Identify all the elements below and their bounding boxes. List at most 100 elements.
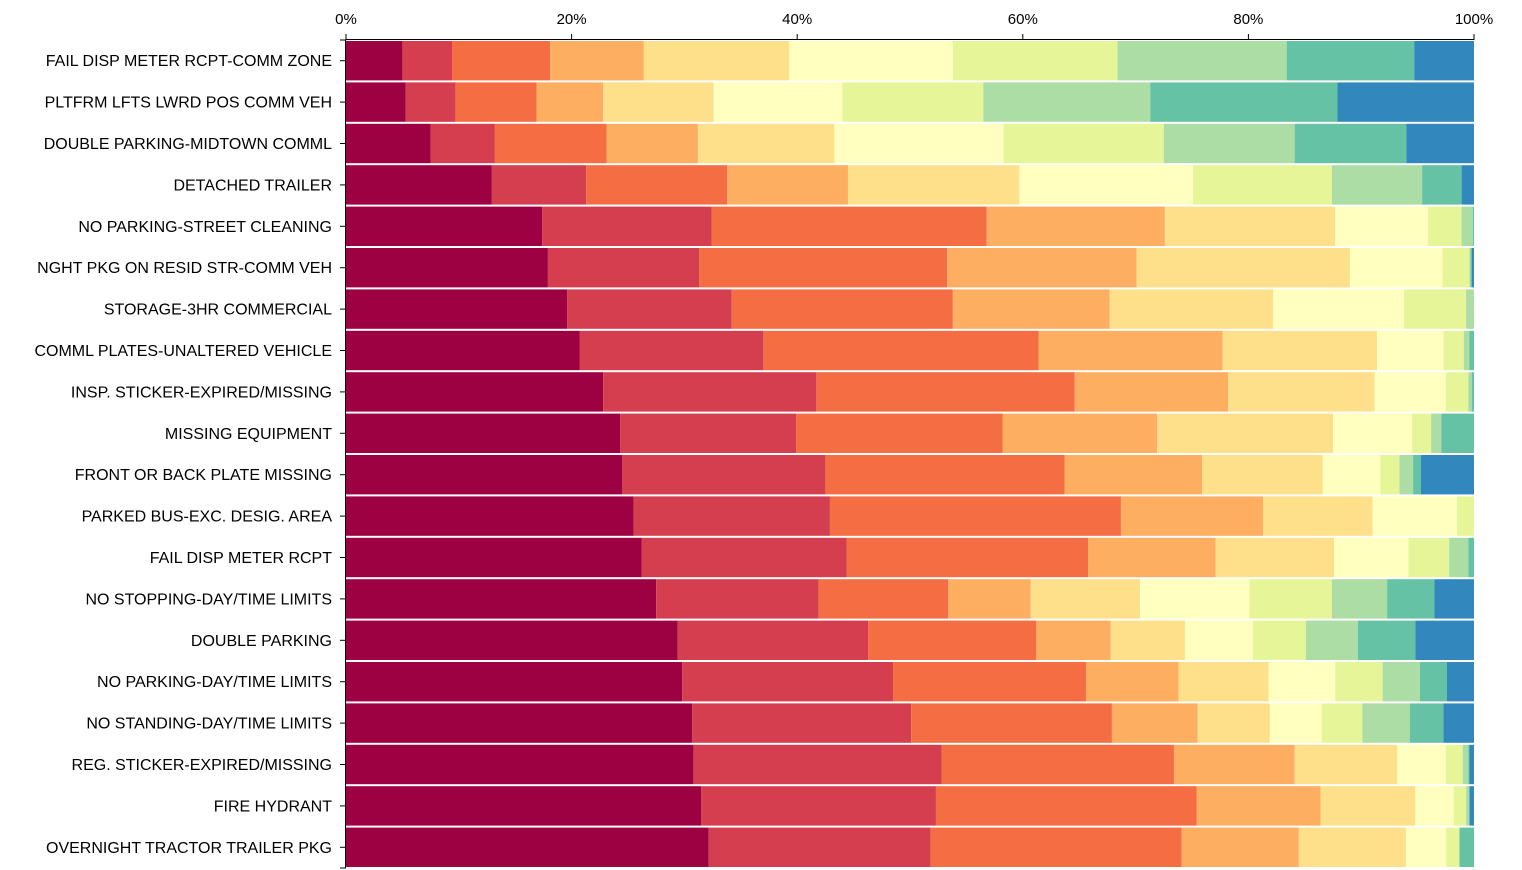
bar-segment xyxy=(1422,165,1462,205)
category-label: COMML PLATES-UNALTERED VEHICLE xyxy=(34,343,332,360)
y-axis: FAIL DISP METER RCPT-COMM ZONE PLTFRM LFT… xyxy=(34,39,346,869)
bar-segment xyxy=(1222,330,1377,371)
bar-segment xyxy=(1140,579,1250,619)
bar-segment xyxy=(1269,703,1322,743)
bar-segment xyxy=(1470,248,1472,288)
bar-segment xyxy=(1443,330,1464,371)
bar-segment xyxy=(1469,744,1474,785)
bar-segment xyxy=(1457,496,1474,536)
bar-segment xyxy=(677,620,869,660)
bar-segment xyxy=(346,579,657,619)
bar-segment xyxy=(1215,537,1335,578)
bar-segment xyxy=(1173,744,1295,785)
bar-segment xyxy=(1150,82,1338,122)
bar-segment xyxy=(1468,744,1470,785)
bar-segment xyxy=(1441,413,1474,453)
bar-segment xyxy=(1088,537,1216,578)
bar-segment xyxy=(948,579,1031,619)
bar-segment xyxy=(1468,537,1474,578)
bar-segment xyxy=(1468,372,1472,412)
category-label: REG. STICKER-EXPIRED/MISSING xyxy=(72,757,332,774)
bar-segment xyxy=(1420,455,1474,495)
category-label: INSP. STICKER-EXPIRED/MISSING xyxy=(71,384,332,401)
category-label: NGHT PKG ON RESID STR-COMM VEH xyxy=(37,260,332,277)
bar-segment xyxy=(1157,413,1333,453)
bar-segment xyxy=(586,165,728,205)
bar-segment xyxy=(641,537,847,578)
bar-segment xyxy=(1404,289,1467,329)
bar-segment xyxy=(1074,372,1229,412)
bar-segment xyxy=(1461,206,1473,246)
x-tick-label: 100% xyxy=(1455,11,1493,28)
bar-segment xyxy=(941,744,1174,785)
bar-segment xyxy=(405,82,456,122)
bar-segment xyxy=(1321,703,1363,743)
bar-segment xyxy=(1002,413,1158,453)
bar-segment xyxy=(346,82,406,122)
bar-segment xyxy=(1273,289,1405,329)
bar-segment xyxy=(708,827,931,867)
category-label: FAIL DISP METER RCPT-COMM ZONE xyxy=(46,53,332,70)
bar-segment xyxy=(346,206,543,246)
bar-segment xyxy=(1202,455,1323,495)
bar-segment xyxy=(1471,372,1474,412)
bar-segment xyxy=(1466,289,1474,329)
bar-segment xyxy=(1196,786,1321,826)
bar-segment xyxy=(1064,455,1203,495)
bar-segment xyxy=(1414,41,1474,81)
category-label: MISSING EQUIPMENT xyxy=(165,426,332,443)
bar-segment xyxy=(1305,620,1358,660)
bar-segment xyxy=(346,289,568,329)
bar-segment xyxy=(986,206,1165,246)
bar-segment xyxy=(1469,248,1471,288)
bar-segment xyxy=(346,786,702,826)
bar-segment xyxy=(346,41,403,81)
bar-segment xyxy=(1419,662,1447,702)
bar-segment xyxy=(1320,786,1416,826)
bar-segment xyxy=(1331,165,1423,205)
bar-segment xyxy=(731,289,953,329)
x-tick-label: 0% xyxy=(335,11,357,28)
category-label: PLTFRM LFTS LWRD POS COMM VEH xyxy=(45,95,332,112)
bar-segment xyxy=(1469,330,1474,371)
bar-segment xyxy=(1446,827,1460,867)
x-tick-label: 40% xyxy=(782,11,812,28)
bar-segment xyxy=(1286,41,1415,81)
bar-segment xyxy=(1178,662,1269,702)
bar-segment xyxy=(1466,786,1470,826)
bar-segment xyxy=(1469,786,1474,826)
bar-segment xyxy=(346,662,683,702)
bar-segment xyxy=(1335,206,1428,246)
bar-segment xyxy=(346,455,623,495)
bar-segment xyxy=(842,82,984,122)
bar-segment xyxy=(346,496,634,536)
bar-segment xyxy=(603,372,817,412)
bar-segment xyxy=(1461,165,1474,205)
bar-segment xyxy=(1249,579,1332,619)
bar-segment xyxy=(455,82,537,122)
bar-segment xyxy=(346,372,604,412)
bar-segment xyxy=(1376,330,1444,371)
bar-segment xyxy=(1085,662,1179,702)
x-tick-label: 20% xyxy=(557,11,587,28)
bar-segment xyxy=(1415,786,1454,826)
bar-segment xyxy=(699,248,948,288)
bar-segment xyxy=(346,537,642,578)
bar-segment xyxy=(1334,537,1409,578)
bar-segment xyxy=(1036,620,1111,660)
category-label: DETACHED TRAILER xyxy=(173,177,332,194)
bar-segment xyxy=(829,496,1121,536)
bar-segment xyxy=(606,123,698,164)
bar-segment xyxy=(1445,372,1469,412)
category-label: FAIL DISP METER RCPT xyxy=(150,550,332,567)
bar-segment xyxy=(1120,496,1264,536)
bar-segment xyxy=(1228,372,1375,412)
y-axis-line xyxy=(340,39,346,869)
bar-segment xyxy=(1446,662,1474,702)
bar-segment xyxy=(983,82,1151,122)
bar-segment xyxy=(346,703,693,743)
bar-segment xyxy=(825,455,1065,495)
bar-segment xyxy=(1298,827,1406,867)
bar-segment xyxy=(868,620,1037,660)
